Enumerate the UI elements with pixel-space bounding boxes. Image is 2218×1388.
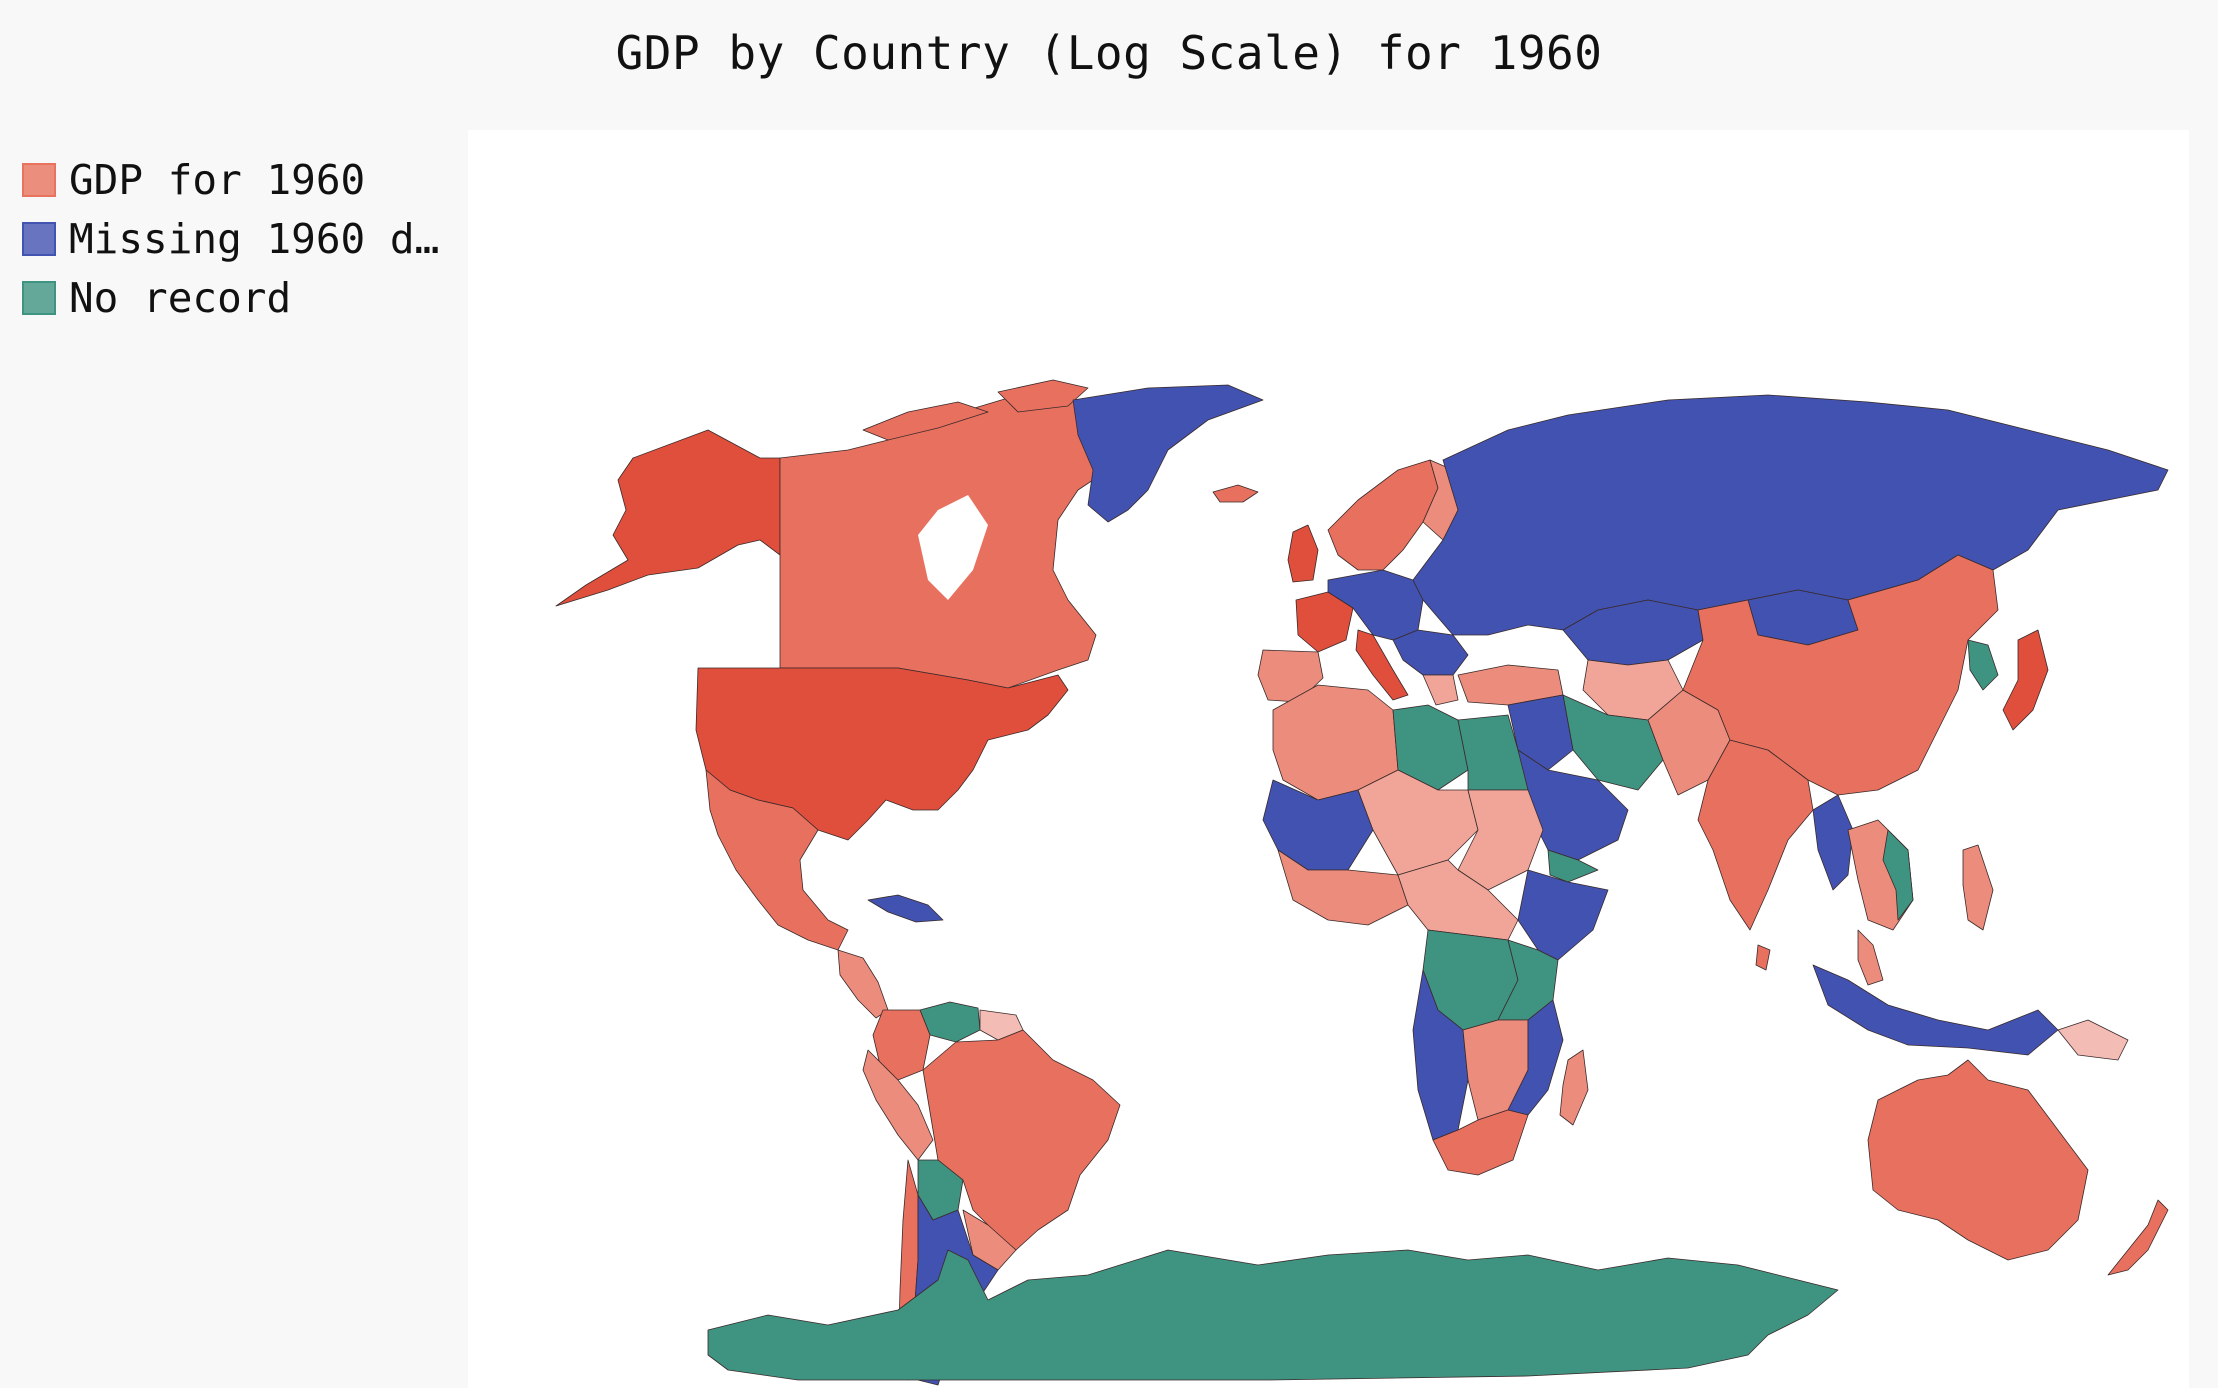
map-region-horn-of-africa[interactable] xyxy=(1517,869,1609,961)
map-region-colombia[interactable] xyxy=(872,1009,931,1081)
legend-item-missing[interactable]: Missing 1960 d… xyxy=(22,209,439,268)
map-region-iceland[interactable] xyxy=(1212,484,1259,503)
map-region-united-kingdom[interactable] xyxy=(1287,524,1319,583)
map-region-central-africa[interactable] xyxy=(1397,859,1519,941)
map-region-paraguay-uruguay[interactable] xyxy=(962,1209,1017,1271)
map-region-mozambique[interactable] xyxy=(1507,999,1564,1116)
map-region-philippines[interactable] xyxy=(1962,844,1994,931)
map-region-antarctica[interactable] xyxy=(707,1249,1839,1381)
map-region-china[interactable] xyxy=(1682,554,1999,796)
map-region-arctic-islands[interactable] xyxy=(862,379,1089,441)
legend-item-no-record[interactable]: No record xyxy=(22,268,439,327)
map-region-central-america[interactable] xyxy=(837,949,889,1019)
map-region-malaysia[interactable] xyxy=(1857,929,1884,986)
map-region-yemen[interactable] xyxy=(1547,849,1599,883)
map-region-alaska[interactable] xyxy=(555,429,781,607)
map-region-sudan[interactable] xyxy=(1457,789,1544,891)
map-region-greenland[interactable] xyxy=(1072,384,1264,523)
legend-swatch-missing xyxy=(22,221,56,256)
map-region-italy[interactable] xyxy=(1355,629,1409,701)
legend-label-no-record: No record xyxy=(69,273,292,322)
map-region-greece[interactable] xyxy=(1422,674,1459,706)
map-lake-hudson-bay xyxy=(918,495,988,600)
map-region-mexico[interactable] xyxy=(705,769,849,951)
map-region-korea[interactable] xyxy=(1967,639,1999,691)
map-region-myanmar[interactable] xyxy=(1812,794,1854,891)
map-region-japan[interactable] xyxy=(2002,629,2049,731)
legend-label-gdp: GDP for 1960 xyxy=(69,155,366,204)
map-plot-area xyxy=(468,130,2189,1388)
chart-title: GDP by Country (Log Scale) for 1960 xyxy=(615,26,1603,80)
map-region-iraq-levant[interactable] xyxy=(1507,694,1574,771)
map-region-papua-new-guinea[interactable] xyxy=(2057,1019,2129,1061)
legend-swatch-gdp xyxy=(22,162,56,197)
legend-item-gdp[interactable]: GDP for 1960 xyxy=(22,150,439,209)
map-region-indonesia[interactable] xyxy=(1812,964,2059,1056)
map-region-sri-lanka[interactable] xyxy=(1755,944,1771,971)
map-region-balkans[interactable] xyxy=(1392,629,1469,676)
map-region-new-zealand[interactable] xyxy=(2107,1199,2169,1276)
map-region-scandinavia[interactable] xyxy=(1327,459,1439,571)
map-region-vietnam[interactable] xyxy=(1882,829,1914,921)
map-region-cuba[interactable] xyxy=(867,894,944,923)
legend-swatch-no-record xyxy=(22,280,56,315)
legend-label-missing: Missing 1960 d… xyxy=(69,214,440,263)
map-region-madagascar[interactable] xyxy=(1559,1049,1589,1126)
map-region-niger-chad[interactable] xyxy=(1357,769,1479,876)
map-region-australia[interactable] xyxy=(1867,1059,2089,1261)
world-map xyxy=(555,379,2169,1386)
legend: GDP for 1960 Missing 1960 d… No record xyxy=(22,150,439,327)
map-region-south-africa[interactable] xyxy=(1432,1109,1529,1176)
map-region-iran[interactable] xyxy=(1562,694,1664,791)
